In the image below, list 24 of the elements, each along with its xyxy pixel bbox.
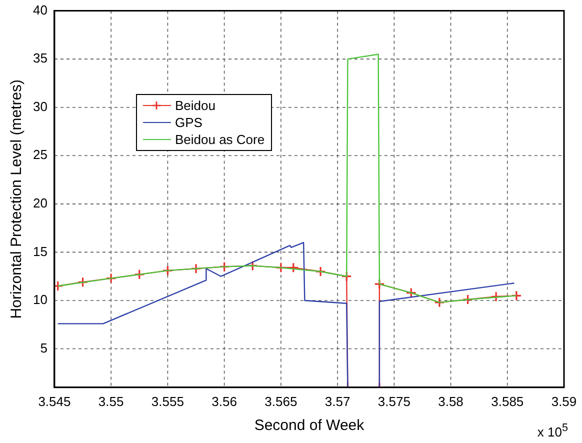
y-axis-title: Horizontal Protection Level (metres) bbox=[8, 79, 26, 319]
x-tick-label: 3.565 bbox=[264, 394, 298, 409]
y-tick-label: 25 bbox=[32, 147, 48, 162]
x-tick-label: 3.585 bbox=[491, 394, 524, 409]
y-tick-label: 10 bbox=[32, 292, 48, 308]
y-tick-label: 40 bbox=[32, 2, 48, 18]
x-tick-label: 3.575 bbox=[378, 394, 410, 409]
y-tick-label: 15 bbox=[32, 244, 48, 259]
x-tick-label: 3.555 bbox=[151, 394, 184, 409]
legend-label: GPS bbox=[174, 114, 202, 131]
x-tick-label: 3.57 bbox=[324, 394, 350, 409]
text: x 10$^{5}$ bbox=[537, 422, 568, 439]
x-tick-label: 3.545 bbox=[38, 394, 71, 409]
x-tick-label: 3.56 bbox=[212, 394, 237, 409]
x-tick-label: 3.59 bbox=[551, 394, 577, 409]
y-tick-label: 35 bbox=[32, 50, 48, 66]
legend-label: Beidou bbox=[174, 96, 216, 114]
x-axis-title: Second of Week bbox=[254, 417, 365, 434]
y-tick-label: 5 bbox=[40, 340, 48, 356]
legend-label: Beidou as Core bbox=[174, 130, 265, 148]
y-tick-label: 20 bbox=[32, 196, 48, 211]
x-tick-label: 3.55 bbox=[98, 394, 124, 409]
x-tick-label: 3.58 bbox=[438, 394, 464, 409]
y-tick-label: 30 bbox=[32, 98, 48, 114]
